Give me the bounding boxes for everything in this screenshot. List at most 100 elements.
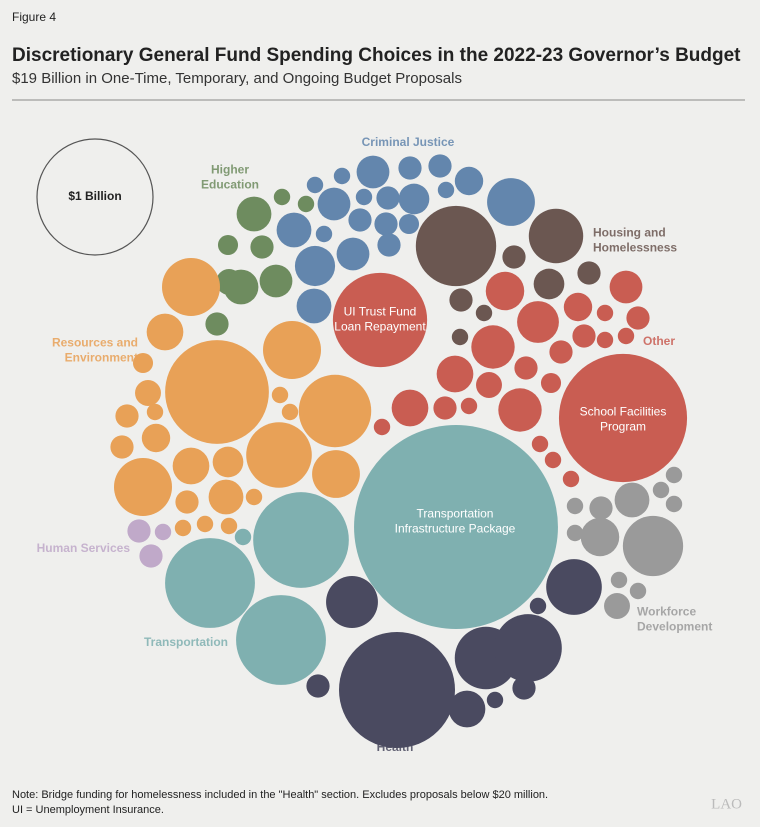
bubble xyxy=(135,380,161,406)
bubble xyxy=(614,482,650,518)
reference-label: $1 Billion xyxy=(68,189,121,203)
bubble xyxy=(196,515,214,533)
bubble-label: UI Trust Fund Loan Repayment xyxy=(334,305,426,334)
bubble xyxy=(580,517,620,557)
bubble xyxy=(528,208,584,264)
bubble xyxy=(415,205,497,287)
bubble xyxy=(315,225,333,243)
bubble-label: School Facilities Program xyxy=(580,405,667,434)
bubble xyxy=(566,497,584,515)
bubble xyxy=(250,235,274,259)
chart-title: Discretionary General Fund Spending Choi… xyxy=(12,45,741,66)
bubble xyxy=(348,208,372,232)
bubble xyxy=(146,313,184,351)
group-label: Other xyxy=(643,334,675,348)
bubble xyxy=(540,372,562,394)
bubble xyxy=(355,188,373,206)
bubble xyxy=(626,306,650,330)
bubble xyxy=(208,479,244,515)
bubble xyxy=(217,234,239,256)
bubble xyxy=(629,582,647,600)
bubble xyxy=(546,559,602,615)
group-label: Housing and Homelessness xyxy=(593,226,677,255)
bubble xyxy=(486,691,504,709)
bubble xyxy=(212,446,244,478)
bubble xyxy=(563,292,593,322)
bubble xyxy=(259,264,293,298)
bubble xyxy=(494,614,562,682)
bubble xyxy=(154,523,172,541)
bubble xyxy=(296,288,332,324)
bubble xyxy=(549,340,573,364)
bubble xyxy=(374,212,398,236)
bubble xyxy=(398,156,422,180)
group-label: Higher Education xyxy=(201,163,259,192)
bubble xyxy=(132,352,154,374)
bubble xyxy=(485,271,525,311)
bubble xyxy=(487,178,535,226)
group-label: Resources and Environment xyxy=(52,336,138,365)
bubble xyxy=(115,404,139,428)
bubble xyxy=(622,515,684,577)
bubble xyxy=(398,183,430,215)
bubble xyxy=(162,258,220,316)
bubble xyxy=(234,528,252,546)
bubble xyxy=(454,166,484,196)
bubble xyxy=(263,321,321,379)
bubble xyxy=(512,676,536,700)
bubble xyxy=(271,386,289,404)
bubble xyxy=(354,425,558,629)
bubble xyxy=(333,167,351,185)
bubble xyxy=(460,397,478,415)
bubble xyxy=(498,388,542,432)
group-label: Criminal Justice xyxy=(362,135,455,149)
bubble xyxy=(558,353,688,483)
bubble xyxy=(566,524,584,542)
group-label: Transportation xyxy=(144,635,228,649)
bubble xyxy=(306,674,330,698)
bubble xyxy=(236,196,272,232)
bubble xyxy=(609,270,643,304)
bubble xyxy=(165,340,269,444)
bubble xyxy=(436,355,474,393)
bubble xyxy=(398,213,420,235)
bubble xyxy=(373,418,391,436)
bubble xyxy=(253,492,349,588)
bubble xyxy=(596,331,614,349)
bubble xyxy=(339,632,455,748)
bubble xyxy=(589,496,613,520)
reference-bubble xyxy=(36,138,154,256)
bubble xyxy=(297,195,315,213)
bubble xyxy=(127,519,151,543)
bubble xyxy=(514,356,538,380)
bubble xyxy=(139,544,163,568)
bubble xyxy=(572,324,596,348)
note: Note: Bridge funding for homelessness in… xyxy=(12,789,548,801)
bubble xyxy=(449,288,473,312)
bubble xyxy=(471,325,515,369)
bubble xyxy=(502,245,526,269)
bubble xyxy=(517,301,559,343)
bubble xyxy=(223,269,259,305)
bubble xyxy=(273,188,291,206)
bubble xyxy=(596,304,614,322)
bubble xyxy=(246,422,312,488)
bubble xyxy=(437,181,455,199)
bubble xyxy=(317,187,351,221)
bubble xyxy=(533,268,565,300)
bubble xyxy=(205,312,229,336)
bubble xyxy=(298,374,372,448)
bubble xyxy=(531,435,549,453)
abbreviation: UI = Unemployment Insurance. xyxy=(12,804,164,816)
bubble xyxy=(172,447,210,485)
logo: LAO xyxy=(711,796,742,812)
bubble xyxy=(146,403,164,421)
bubble xyxy=(451,328,469,346)
bubble xyxy=(245,488,263,506)
bubble xyxy=(220,517,238,535)
figure-number: Figure 4 xyxy=(12,10,56,24)
bubble xyxy=(276,212,312,248)
bubble xyxy=(377,233,401,257)
bubble xyxy=(652,481,670,499)
